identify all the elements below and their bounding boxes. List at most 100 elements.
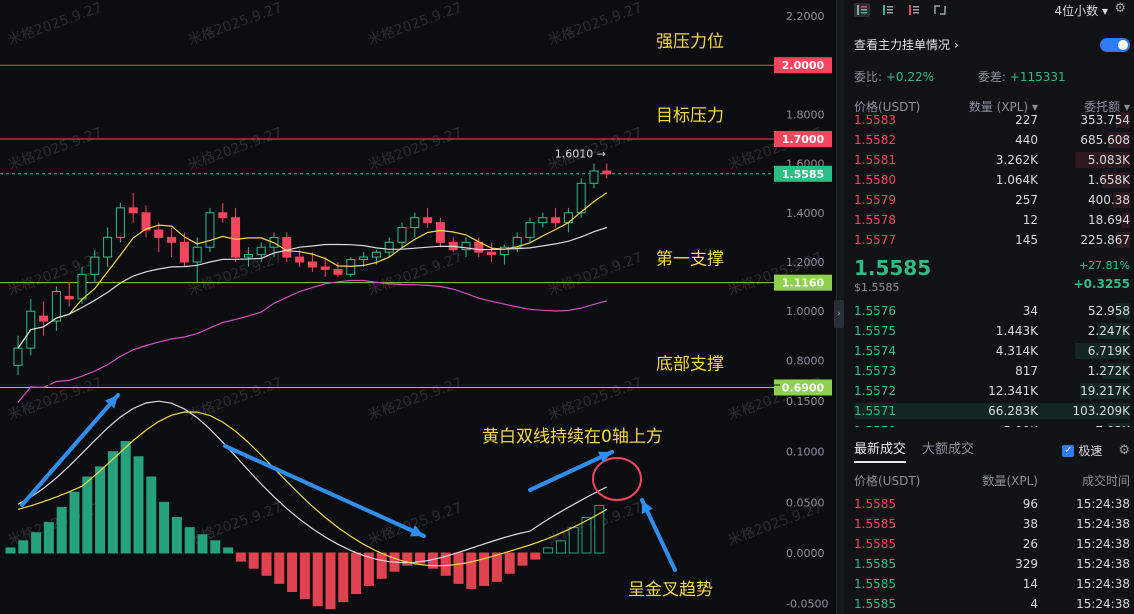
cell-price: 1.5574 <box>854 344 896 358</box>
candle-body <box>435 222 445 243</box>
macd-hist-bar <box>543 547 554 554</box>
ask-row[interactable]: 1.5581 3.262K 5.083K <box>854 150 1130 170</box>
candle-body <box>90 256 100 275</box>
candle-body <box>576 182 586 214</box>
candle-body <box>282 236 292 258</box>
cell-price: 1.5570 <box>854 424 896 438</box>
depth-row[interactable]: 查看主力挂单情况 › <box>854 36 1130 53</box>
header-amount[interactable]: 委托额 ▾ <box>1084 100 1130 114</box>
trade-qty: 14 <box>1022 577 1038 591</box>
decimals-select[interactable]: 4位小数 ▾ <box>1054 3 1108 18</box>
depth-toggle[interactable] <box>1100 37 1130 52</box>
cell-qty: 145 <box>1015 233 1038 247</box>
kline-chart-svg[interactable]: 米格2025.9.27 米格2025.9.27 米格2025.9.27 米格2025.… <box>0 0 836 614</box>
macd-hist-bar <box>261 552 272 576</box>
ask-row[interactable]: 1.5582 440 685.608 <box>854 130 1130 150</box>
golden-cross-text: 呈金叉趋势 <box>628 580 713 600</box>
macd-hist-bar <box>312 552 323 607</box>
ask-row[interactable]: 1.5577 145 225.867 <box>854 230 1130 250</box>
bid-ratio-value: +0.22% <box>885 70 935 84</box>
fast-mode[interactable]: ✓ 极速 <box>1062 442 1102 459</box>
ask-row[interactable]: 1.5579 257 400.38 <box>854 190 1130 210</box>
watermark: 米格2025.9.27 <box>366 375 465 424</box>
cell-amount: 6.719K <box>1087 344 1130 358</box>
candle-body <box>499 246 509 256</box>
candle-body <box>602 170 612 175</box>
golden-cross-circle <box>592 457 642 501</box>
macd-hist-bar <box>287 552 298 592</box>
order-book-panel: 4位小数 ▾ ⚙ 查看主力挂单情况 › 委比: +0.22% 委差: +1153… <box>844 0 1134 614</box>
trades-tabs: 最新成交 大额成交 ✓ 极速 ⚙ <box>854 438 1130 463</box>
trade-qty: 26 <box>1022 537 1038 551</box>
bid-row[interactable]: 1.5570 5.00K 7.03K <box>854 421 1130 438</box>
macd-hist-bar <box>5 547 16 554</box>
watermark: 米格2025.9.27 <box>366 125 465 174</box>
cell-price: 1.5579 <box>854 193 896 207</box>
candle-body <box>461 241 471 251</box>
cell-qty: 66.283K <box>988 404 1038 418</box>
cell-qty: 440 <box>1015 133 1038 147</box>
ratio-row: 委比: +0.22% 委差: +115331 <box>854 68 1130 85</box>
macd-hist-bar <box>466 552 477 589</box>
depth-bar <box>1116 112 1130 128</box>
tab-latest-trades[interactable]: 最新成交 <box>854 438 907 463</box>
depth-bar <box>1102 363 1130 379</box>
price-tick-label: 0.8000 <box>786 354 825 367</box>
macd-hist-bar <box>184 527 195 554</box>
tab-large-trades[interactable]: 大额成交 <box>922 442 975 457</box>
ask-row[interactable]: 1.5580 1.064K 1.658K <box>854 170 1130 190</box>
candle-body <box>103 236 113 258</box>
bid-row[interactable]: 1.5576 34 52.958 <box>854 301 1130 321</box>
cell-amount: 19.217K <box>1080 384 1130 398</box>
level-name: 第一支撑 <box>656 250 724 270</box>
cell-qty: 817 <box>1015 364 1038 378</box>
bid-row[interactable]: 1.5575 1.443K 2.247K <box>854 321 1130 341</box>
header-qty[interactable]: 数量 (XPL) ▾ <box>968 100 1038 114</box>
level-value: 0.6900 <box>782 381 825 394</box>
cell-qty: 4.314K <box>995 344 1038 358</box>
trade-time: 15:24:38 <box>1076 497 1130 511</box>
macd-hist-bar <box>82 476 93 554</box>
watermark: 米格2025.9.27 <box>186 375 285 424</box>
checkbox-checked-icon[interactable]: ✓ <box>1062 444 1075 457</box>
bid-row[interactable]: 1.5571 66.283K 103.209K <box>854 401 1130 421</box>
annotation-arrow-head <box>598 451 612 463</box>
info-icon[interactable]: ⚙ <box>1118 443 1130 458</box>
layout-bids-icon[interactable] <box>880 3 896 17</box>
bid-row[interactable]: 1.5572 12.341K 19.217K <box>854 381 1130 401</box>
watermark: 米格2025.9.27 <box>546 0 645 49</box>
kline-chart-area[interactable]: 米格2025.9.27 米格2025.9.27 米格2025.9.27 米格2025.… <box>0 0 836 614</box>
settings-gear-icon[interactable]: ⚙ <box>1114 1 1126 16</box>
bid-diff-label: 委差: <box>977 70 1006 84</box>
macd-dea-line <box>17 411 608 567</box>
bid-row[interactable]: 1.5573 817 1.272K <box>854 361 1130 381</box>
candle-body <box>359 256 369 261</box>
candle-body <box>154 229 164 238</box>
cell-qty: 34 <box>1022 304 1038 318</box>
macd-hist-bar <box>274 552 285 584</box>
ask-row[interactable]: 1.5578 12 18.694 <box>854 210 1130 230</box>
depth-bar <box>1107 132 1130 148</box>
level-value-box <box>774 57 832 74</box>
bid-row[interactable]: 1.5574 4.314K 6.719K <box>854 341 1130 361</box>
collapse-chevron-icon[interactable]: › <box>834 300 844 328</box>
cell-qty: 12 <box>1022 213 1038 227</box>
candle-body <box>64 295 74 300</box>
annotation-arrow-head <box>410 525 424 537</box>
candle-body <box>295 256 305 263</box>
candle-body <box>218 212 228 219</box>
trade-row: 1.5585 38 15:24:38 <box>854 514 1130 534</box>
bid-ratio-label: 委比: <box>854 70 883 84</box>
candle-body <box>256 246 266 256</box>
macd-hist-bar <box>69 491 80 554</box>
candle-body <box>141 212 151 231</box>
layout-depth-icon[interactable] <box>932 3 948 17</box>
cell-price: 1.5573 <box>854 364 896 378</box>
cell-amount: 353.754 <box>1080 113 1130 127</box>
candle-body <box>538 217 548 224</box>
layout-both-icon[interactable] <box>854 3 870 17</box>
layout-asks-icon[interactable] <box>906 3 922 17</box>
macd-hist-bar <box>120 441 131 554</box>
ask-row[interactable]: 1.5583 227 353.754 <box>854 110 1130 130</box>
cell-qty: 227 <box>1015 113 1038 127</box>
